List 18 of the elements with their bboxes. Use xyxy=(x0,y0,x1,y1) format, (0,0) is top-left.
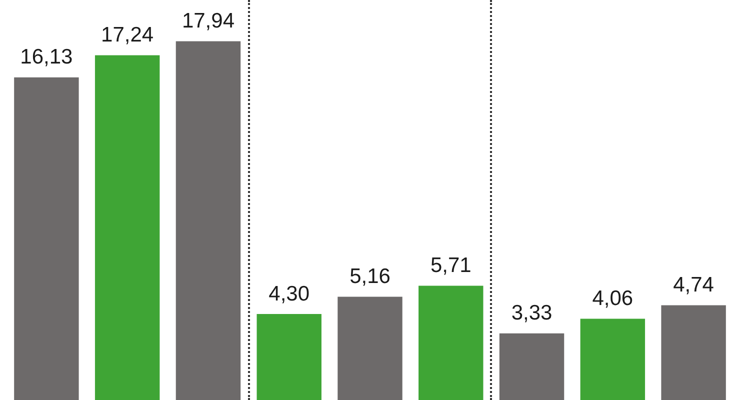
bar xyxy=(418,286,484,400)
data-label: 5,16 xyxy=(350,265,390,288)
bar xyxy=(176,41,241,400)
data-label: 16,13 xyxy=(20,46,73,69)
bar xyxy=(661,305,726,400)
bar xyxy=(499,333,564,400)
bar xyxy=(256,314,322,400)
data-label: 4,74 xyxy=(673,273,714,296)
data-label: 4,06 xyxy=(592,287,634,310)
data-label: 3,33 xyxy=(511,302,552,325)
bar xyxy=(14,77,79,400)
bar xyxy=(94,55,160,400)
data-label: 5,71 xyxy=(430,254,472,278)
data-label: 4,30 xyxy=(268,282,310,306)
bar xyxy=(338,296,402,400)
data-label: 17,24 xyxy=(101,23,154,46)
bar xyxy=(580,318,646,400)
data-label: 17,94 xyxy=(182,9,235,32)
